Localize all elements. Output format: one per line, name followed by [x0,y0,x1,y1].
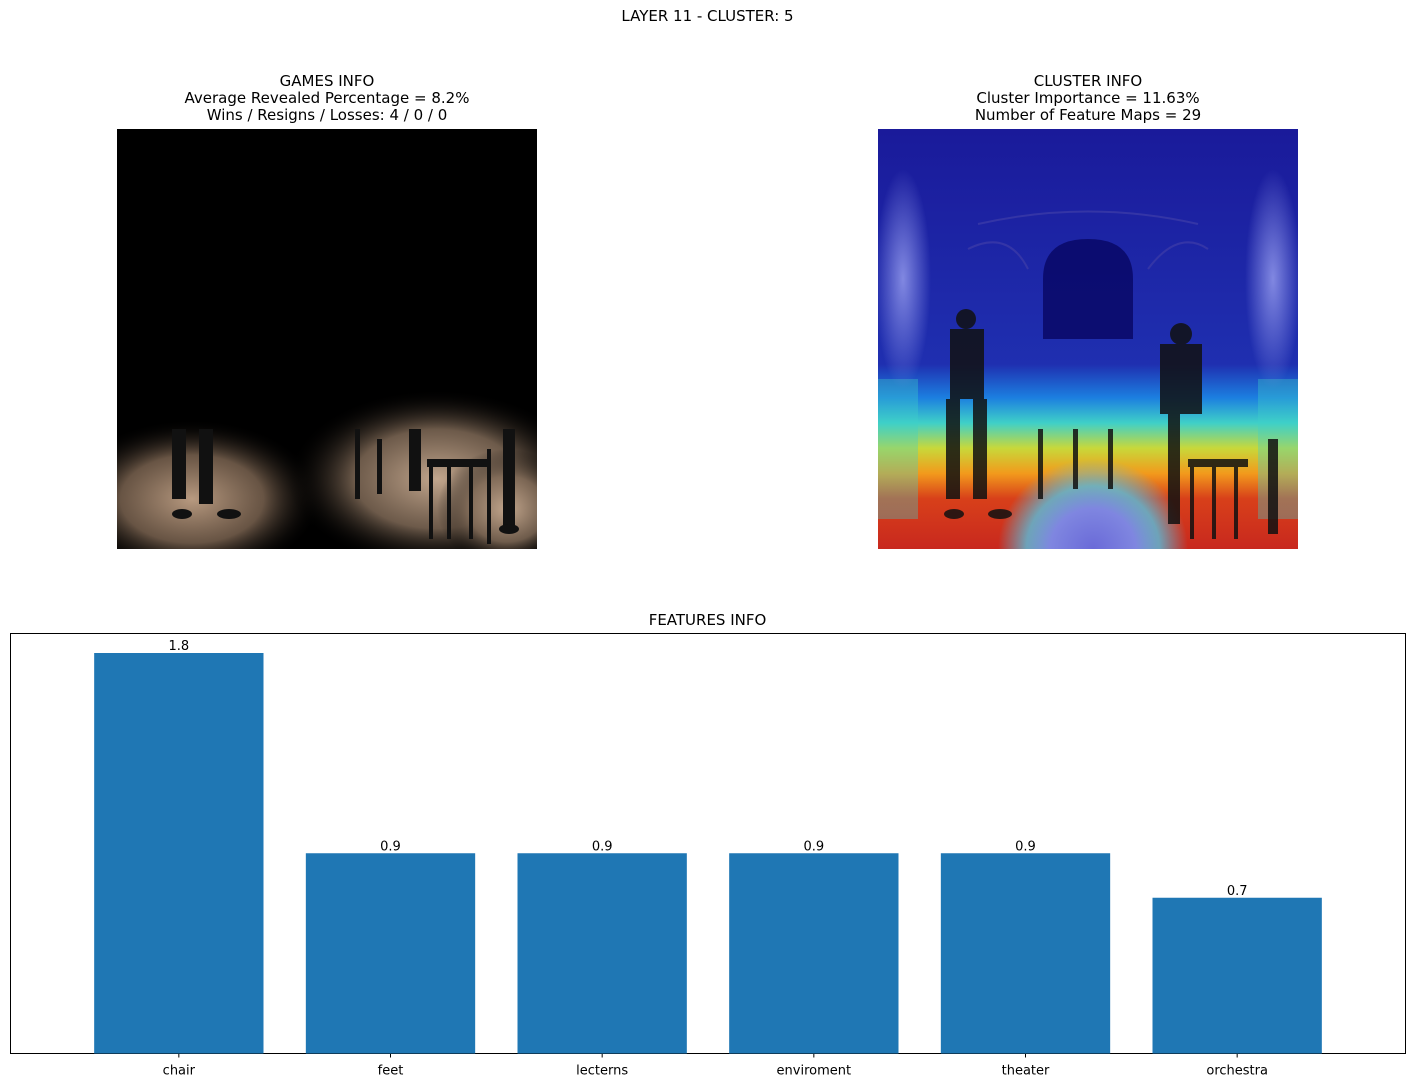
value-labels-layer: 1.8 0.9 0.9 0.9 0.9 0.7 [168,639,1247,899]
cluster-info-title: CLUSTER INFO [1033,72,1143,90]
x-tick-label-lecterns: lecterns [576,1064,628,1079]
x-tick-label-orchestra: orchestra [1206,1064,1268,1079]
bar-enviroment [729,853,899,1054]
cluster-info-title-block: CLUSTER INFO Cluster Importance = 11.63%… [838,73,1338,124]
revealed-image [117,129,537,549]
cluster-info-importance: Cluster Importance = 11.63% [976,89,1200,107]
games-info-title: GAMES INFO [279,72,375,90]
revealed-image-graphic [117,129,537,549]
bar-feet [305,853,476,1054]
value-label-feet: 0.9 [380,839,401,854]
games-info-revealed-percentage: Average Revealed Percentage = 8.2% [184,89,470,107]
value-label-lecterns: 0.9 [592,839,613,854]
plot-frame [10,633,1406,1054]
value-label-enviroment: 0.9 [803,839,824,854]
value-label-theater: 0.9 [1015,839,1036,854]
games-info-title-block: GAMES INFO Average Revealed Percentage =… [77,73,577,124]
value-label-orchestra: 0.7 [1227,884,1248,899]
chart-title: FEATURES INFO [648,611,767,629]
features-bar-chart: 1.8 0.9 0.9 0.9 0.9 0.7 chair feet lecterns envi… [10,633,1406,1079]
x-tick-label-feet: feet [378,1064,404,1079]
bars-layer [94,653,1322,1054]
bar-orchestra [1152,897,1322,1054]
games-info-results: Wins / Resigns / Losses: 4 / 0 / 0 [206,106,448,124]
bar-lecterns [517,853,687,1054]
cluster-heatmap-graphic [878,129,1298,549]
x-tick-label-enviroment: enviroment [777,1064,852,1079]
figure-suptitle: LAYER 11 - CLUSTER: 5 [621,7,794,25]
cluster-info-feature-maps: Number of Feature Maps = 29 [974,106,1202,124]
cluster-heatmap-image [878,129,1298,549]
bar-chair [94,653,264,1054]
x-tick-label-theater: theater [1002,1064,1050,1079]
value-label-chair: 1.8 [168,639,189,654]
x-ticks-layer: chair feet lecterns enviroment theater orches… [163,1053,1268,1079]
bar-theater [940,853,1111,1054]
x-tick-label-chair: chair [163,1064,196,1079]
